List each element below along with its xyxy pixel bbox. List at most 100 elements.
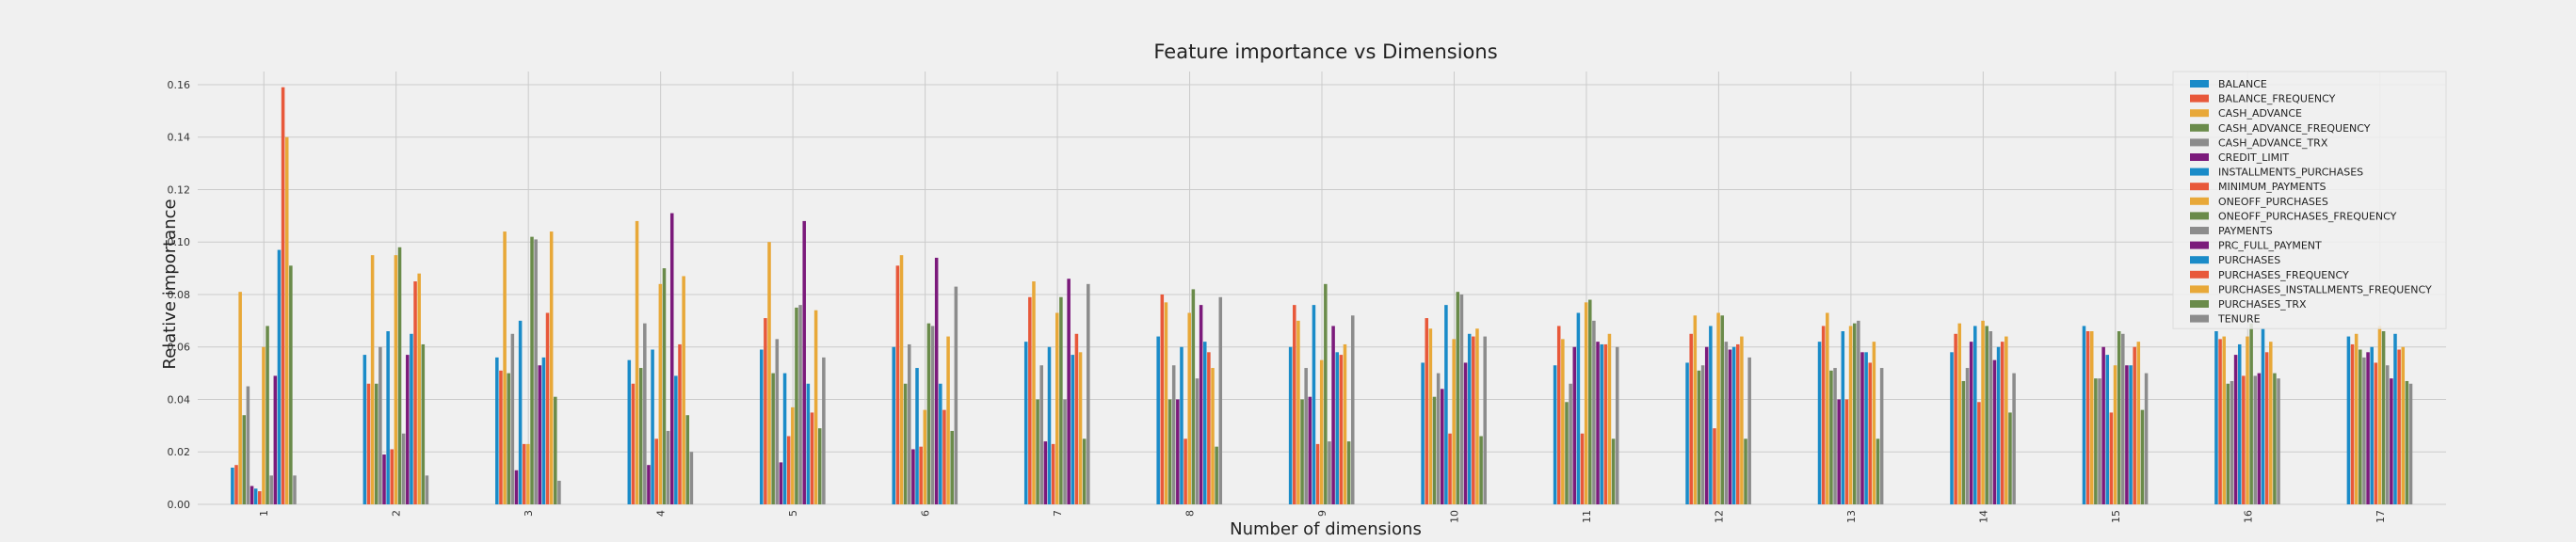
bar (1328, 441, 1331, 504)
bar (2089, 331, 2094, 504)
bar (939, 383, 942, 504)
x-tick-label: 6 (920, 510, 932, 517)
bar (1572, 346, 1577, 504)
bar (2233, 355, 2238, 504)
legend-entry: ONEOFF_PURCHASES (2218, 196, 2328, 208)
bar (647, 465, 651, 504)
bar (1857, 320, 1860, 504)
bar (1312, 305, 1316, 504)
bar (2101, 346, 2105, 504)
bar (1950, 352, 1954, 504)
bar (1444, 305, 1448, 504)
bar (651, 349, 654, 504)
bar (1864, 352, 1868, 504)
bar (1215, 446, 1218, 504)
bar (234, 465, 238, 504)
bar (1335, 352, 1339, 504)
bar (2214, 331, 2218, 504)
legend-swatch (2190, 197, 2209, 205)
bar (786, 436, 791, 504)
x-tick-label: 7 (1052, 510, 1064, 517)
bar (1293, 305, 1296, 504)
bar (798, 305, 802, 504)
bar (1985, 326, 1988, 504)
bar (1713, 428, 1716, 504)
bar (2218, 339, 2222, 504)
bar (2230, 380, 2234, 504)
bar (1055, 312, 1059, 504)
y-tick-label: 0.14 (168, 132, 191, 144)
bar (1346, 441, 1351, 504)
bar (2370, 346, 2374, 504)
bar (1580, 433, 1585, 504)
bar (1961, 380, 1966, 504)
bar (541, 357, 546, 504)
y-axis-label: Relative importance (160, 199, 180, 369)
bar (1829, 370, 1833, 504)
bar (2117, 331, 2121, 504)
bar (802, 220, 806, 504)
bar (2000, 342, 2004, 504)
legend-swatch (2190, 94, 2209, 103)
bar (2109, 412, 2114, 504)
bar (406, 355, 410, 504)
x-tick-label: 15 (2110, 510, 2122, 523)
bar (915, 368, 919, 504)
bar (903, 383, 908, 504)
bar (1350, 315, 1355, 504)
legend-swatch (2190, 314, 2209, 323)
bar (1833, 368, 1837, 504)
bar (1331, 326, 1335, 504)
bar (421, 343, 426, 504)
bar (238, 292, 242, 504)
bar (1592, 320, 1596, 504)
bar (806, 383, 811, 504)
bar (495, 357, 499, 504)
bar (2264, 352, 2269, 504)
bar (1561, 339, 1565, 504)
bar (1747, 357, 1751, 504)
bar (2113, 365, 2117, 504)
bar (1039, 365, 1043, 504)
legend-entry: PURCHASES_FREQUENCY (2218, 269, 2349, 281)
bar (895, 265, 900, 504)
bar (554, 396, 557, 504)
bar (1731, 346, 1736, 504)
bar (795, 307, 798, 504)
bar (2408, 383, 2413, 504)
bar (2397, 349, 2401, 504)
x-tick-label: 10 (1448, 510, 1460, 523)
bar (767, 242, 771, 504)
bar (386, 331, 390, 504)
bar (1728, 349, 1732, 504)
chart-title: Feature importance vs Dimensions (1153, 40, 1497, 63)
bar (1475, 328, 1479, 504)
bar (530, 236, 534, 505)
bar (1821, 326, 1826, 504)
bar (231, 467, 234, 504)
legend-entry: PURCHASES_TRX (2218, 298, 2307, 311)
bar (390, 449, 394, 504)
legend-entry: ONEOFF_PURCHASES_FREQUENCY (2218, 210, 2397, 222)
bar (643, 323, 647, 504)
bar (1211, 368, 1215, 504)
bar (1479, 436, 1483, 504)
bar (1087, 283, 1090, 504)
bar (1879, 368, 1884, 504)
bar (1171, 365, 1176, 504)
bar (281, 87, 285, 505)
x-tick-label: 17 (2375, 510, 2387, 523)
bar (1860, 352, 1864, 504)
bar (764, 318, 767, 504)
legend-swatch (2190, 285, 2209, 294)
bar (1740, 336, 1744, 504)
bar (258, 491, 262, 504)
bar (1596, 342, 1600, 504)
y-tick-label: 0.04 (168, 393, 191, 406)
bar (1428, 328, 1433, 504)
bar (2377, 326, 2382, 504)
bar (2366, 352, 2370, 504)
bar (669, 213, 674, 504)
bar (2121, 333, 2125, 504)
plot-area: 0.000.020.040.060.080.100.120.140.161 2 3 4… (168, 72, 2446, 523)
